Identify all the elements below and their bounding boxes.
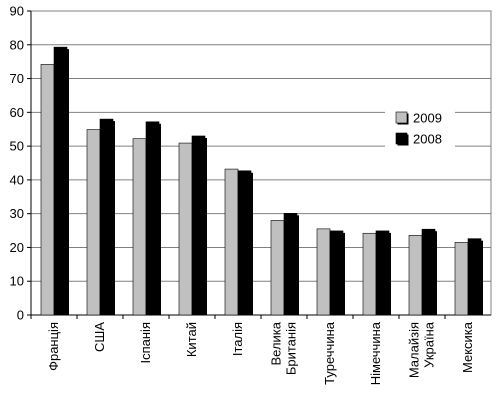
bar-2009-8 <box>408 234 423 316</box>
bar-2008-6 <box>329 230 344 316</box>
x-category-label: Туреччина <box>322 321 337 385</box>
y-tick-label: 60 <box>10 105 24 120</box>
bar-2008-1 <box>99 118 114 316</box>
x-category-label: Китай <box>184 322 199 357</box>
x-category-label: Британія <box>284 322 299 375</box>
bar-2009-4 <box>224 168 239 316</box>
y-tick-label: 70 <box>10 71 24 86</box>
x-category-label: Велика <box>269 321 284 365</box>
y-tick-label: 80 <box>10 37 24 52</box>
y-tick-label: 20 <box>10 240 24 255</box>
x-category-label: Мексика <box>460 321 475 373</box>
bar-2008-3 <box>191 135 206 316</box>
bar-2009-0 <box>40 64 55 316</box>
legend-label-2008: 2008 <box>413 132 442 147</box>
legend-label-2009: 2009 <box>413 111 442 126</box>
bar-2008-8 <box>421 228 436 316</box>
y-tick-label: 50 <box>10 139 24 154</box>
y-tick-label: 10 <box>10 274 24 289</box>
bar-2008-7 <box>375 230 390 316</box>
x-category-label: Україна <box>422 321 437 368</box>
legend-swatch-2009 <box>395 111 408 124</box>
bar-2008-4 <box>237 170 252 316</box>
bar-2009-5 <box>270 220 285 316</box>
bar-2009-6 <box>316 228 331 316</box>
bar-2009-9 <box>454 242 469 316</box>
y-tick-label: 0 <box>17 308 24 323</box>
bar-2009-2 <box>132 138 147 316</box>
bar-2008-5 <box>283 213 298 316</box>
bar-2008-2 <box>145 121 160 316</box>
bar-2008-9 <box>467 238 482 316</box>
x-category-label: Іспанія <box>138 322 153 364</box>
x-category-label: Франція <box>46 322 61 371</box>
legend-swatch-2008 <box>395 132 408 145</box>
x-category-label: Німеччина <box>368 321 383 385</box>
bar-2009-7 <box>362 232 377 316</box>
bar-2008-0 <box>53 46 68 316</box>
y-tick-label: 90 <box>10 4 24 19</box>
bar-2009-1 <box>86 129 101 316</box>
x-category-label: Малайзія <box>407 322 422 378</box>
y-tick-label: 30 <box>10 206 24 221</box>
x-category-label: США <box>92 322 107 352</box>
x-category-label: Італія <box>230 322 245 356</box>
y-tick-label: 40 <box>10 172 24 187</box>
bar-2009-3 <box>178 142 193 316</box>
